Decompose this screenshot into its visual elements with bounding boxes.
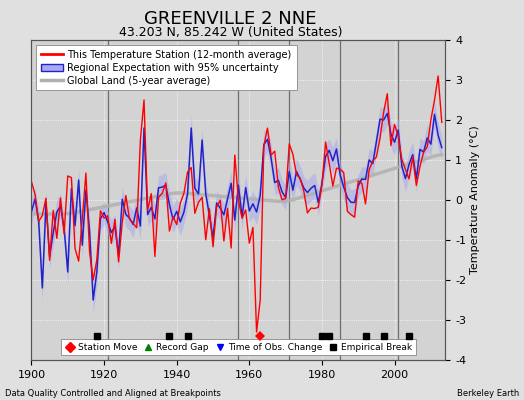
Text: Berkeley Earth: Berkeley Earth [456,389,519,398]
Text: GREENVILLE 2 NNE: GREENVILLE 2 NNE [144,10,317,28]
Text: 43.203 N, 85.242 W (United States): 43.203 N, 85.242 W (United States) [119,26,342,39]
Y-axis label: Temperature Anomaly (°C): Temperature Anomaly (°C) [471,126,481,274]
Text: Data Quality Controlled and Aligned at Breakpoints: Data Quality Controlled and Aligned at B… [5,389,221,398]
Legend: Station Move, Record Gap, Time of Obs. Change, Empirical Break: Station Move, Record Gap, Time of Obs. C… [61,339,416,356]
